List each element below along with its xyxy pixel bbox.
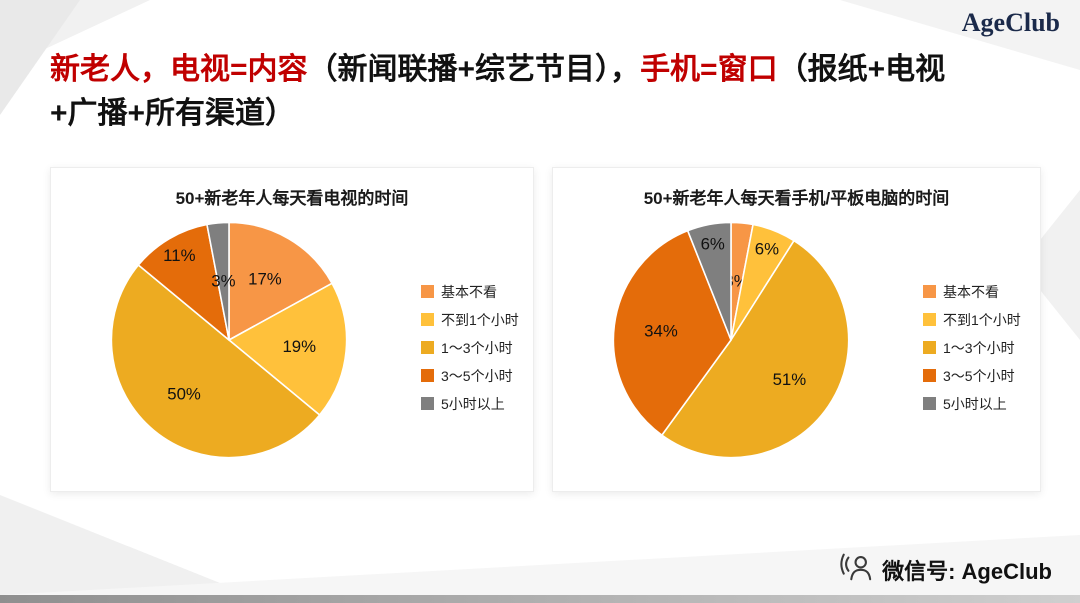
legend-label: 3～5个小时	[441, 367, 513, 384]
slice-data-label: 17%	[248, 270, 282, 289]
title-seg-4: （报纸+电视	[777, 53, 946, 86]
legend-swatch	[421, 397, 434, 410]
footer: 微信号: AgeClub	[839, 552, 1052, 587]
pie-slice	[686, 221, 732, 341]
title-seg-1: 新老人，电视=内容	[50, 53, 308, 86]
legend-swatch	[923, 341, 936, 354]
title-seg-5: +广播+所有渠道）	[50, 96, 296, 130]
decor-triangle-bottom-left	[0, 495, 250, 595]
legend-item: 不到1个小时	[421, 311, 519, 328]
legend-swatch	[923, 369, 936, 382]
title-seg-2: （新闻联播+综艺节目），	[307, 53, 641, 86]
pie-svg-tv: 17% 19% 50% 11% 3%	[110, 221, 348, 459]
legend-swatch	[923, 285, 936, 298]
legend-swatch	[421, 369, 434, 382]
legend-item: 3～5个小时	[923, 367, 1021, 384]
legend-item: 1～3个小时	[923, 339, 1021, 356]
legend-swatch	[421, 285, 434, 298]
legend-swatch	[421, 341, 434, 354]
legend-swatch	[421, 313, 434, 326]
charts-row: 50+新老年人每天看电视的时间 17% 19% 50% 11% 3% 基本不看不到1个小…	[50, 167, 1041, 492]
legend-item: 1～3个小时	[421, 339, 519, 356]
slice-data-label: 11%	[163, 246, 195, 265]
slice-data-label: 6%	[701, 234, 725, 253]
slice-data-label: 6%	[755, 240, 779, 259]
legend-item: 基本不看	[421, 283, 519, 300]
legend-label: 1～3个小时	[441, 339, 513, 356]
legend-label: 5小时以上	[943, 395, 1007, 412]
legend-tv: 基本不看不到1个小时 1～3个小时 3～5个小时 5小时以上	[421, 283, 519, 412]
pie-slice	[612, 229, 732, 436]
slice-data-label: 19%	[282, 337, 316, 356]
pie-chart-tv: 17% 19% 50% 11% 3%	[103, 214, 355, 466]
legend-swatch	[923, 397, 936, 410]
wechat-label: 微信号: AgeClub	[882, 558, 1052, 584]
chart-panel-phone: 50+新老年人每天看手机/平板电脑的时间 3% 6% 51% 34% 6% 基本不看 不到…	[552, 167, 1041, 492]
pie-slice	[661, 239, 850, 459]
wechat-icon	[839, 552, 873, 587]
pie-slice	[137, 223, 230, 341]
chart-title-phone: 50+新老年人每天看手机/平板电脑的时间	[643, 189, 950, 208]
legend-swatch	[923, 313, 936, 326]
pie-slice	[206, 221, 230, 341]
slice-data-label: 34%	[644, 321, 678, 340]
pie-chart-phone: 3% 6% 51% 34% 6%	[605, 214, 857, 466]
legend-label: 基本不看	[441, 283, 497, 300]
slice-data-label: 3%	[211, 272, 235, 291]
legend-item: 5小时以上	[923, 395, 1021, 412]
legend-label: 5小时以上	[441, 395, 505, 412]
legend-phone: 基本不看不到1个小时 1～3个小时 3～5个小时 5小时以上	[923, 283, 1021, 412]
legend-label: 3～5个小时	[943, 367, 1015, 384]
pie-slice	[228, 282, 348, 416]
bottom-gray-bar	[0, 595, 1080, 603]
legend-item: 3～5个小时	[421, 367, 519, 384]
ageclub-logo: AgeClub	[961, 8, 1060, 37]
slice-data-label: 50%	[167, 385, 201, 404]
pie-slice	[228, 221, 333, 341]
legend-label: 不到1个小时	[441, 311, 519, 328]
legend-label: 1～3个小时	[943, 339, 1015, 356]
legend-item: 基本不看	[923, 283, 1021, 300]
legend-item: 不到1个小时	[923, 311, 1021, 328]
legend-label: 不到1个小时	[943, 311, 1021, 328]
pie-slice	[110, 264, 321, 459]
slice-data-label: 51%	[773, 370, 807, 389]
title-seg-3: 手机=窗口	[640, 53, 778, 86]
pie-svg-phone: 3%6%51%34%6%	[612, 221, 850, 459]
chart-title-tv: 50+新老年人每天看电视的时间	[175, 189, 409, 208]
legend-item: 5小时以上	[421, 395, 519, 412]
legend-label: 基本不看	[943, 283, 999, 300]
slide-title: 新老人，电视=内容（新闻联播+综艺节目），手机=窗口（报纸+电视 +广播+所有渠道…	[50, 48, 945, 135]
chart-panel-tv: 50+新老年人每天看电视的时间 17% 19% 50% 11% 3% 基本不看不到1个小…	[50, 167, 534, 492]
